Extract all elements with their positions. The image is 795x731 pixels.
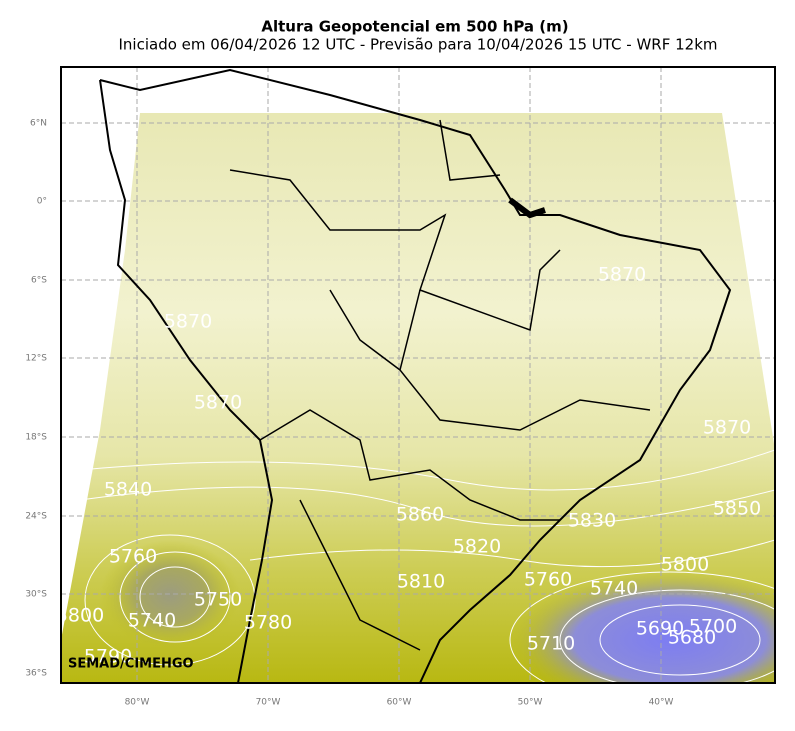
- lon-label: 80°W: [125, 698, 150, 708]
- contour-label: 5850: [713, 498, 761, 520]
- contour-label: 5870: [194, 392, 242, 414]
- contour-label: 5750: [194, 589, 242, 611]
- contour-label: 5800: [661, 554, 709, 576]
- contour-label: 5780: [244, 612, 292, 634]
- contour-label: 5690: [636, 618, 684, 640]
- contour-label: 5710: [527, 633, 575, 655]
- title: Altura Geopotencial em 500 hPa (m): [261, 18, 568, 36]
- lon-label: 70°W: [256, 698, 281, 708]
- contour-label: 5830: [568, 510, 616, 532]
- map-frame: [60, 66, 776, 684]
- lat-label: 30°S: [25, 590, 47, 600]
- lat-label: 0°: [37, 197, 47, 207]
- lat-label: 6°N: [30, 119, 47, 129]
- low-center: [510, 570, 775, 683]
- lat-labels: 6°N 0° 6°S 12°S 18°S 24°S 30°S 36°S: [25, 119, 47, 679]
- contour-label: 5840: [104, 479, 152, 501]
- borders: [229, 119, 651, 651]
- lon-label: 60°W: [387, 698, 412, 708]
- contour-label: 5790: [84, 646, 132, 668]
- contour-label: 5700: [689, 616, 737, 638]
- low-center: [100, 540, 240, 650]
- credit: SEMAD/CIMEHGO: [68, 657, 194, 672]
- contour-label: 5740: [590, 578, 638, 600]
- contour-label: 5870: [703, 417, 751, 439]
- lon-label: 50°W: [518, 698, 543, 708]
- coastline: [99, 68, 732, 683]
- contour-label: 5760: [109, 546, 157, 568]
- contour-label: 5860: [396, 504, 444, 526]
- lat-label: 36°S: [25, 669, 47, 679]
- contour-label: 5740: [128, 610, 176, 632]
- contours: [79, 449, 775, 683]
- contour-label: 5760: [524, 569, 572, 591]
- contour-label: 5820: [453, 536, 501, 558]
- contour-label: 5800: [56, 605, 104, 627]
- lat-label: 24°S: [25, 512, 47, 522]
- lat-label: 6°S: [31, 276, 47, 286]
- field-shading: [61, 113, 775, 683]
- contour-label: 5870: [164, 311, 212, 333]
- contour-label: 5680: [668, 627, 716, 649]
- lat-label: 18°S: [25, 433, 47, 443]
- subtitle: Iniciado em 06/04/2026 12 UTC - Previsão…: [118, 36, 717, 54]
- map-area: 5870 5870 5870 5870 5840 5850 5860 5830 …: [56, 67, 775, 683]
- contour-labels: 5870 5870 5870 5870 5840 5850 5860 5830 …: [56, 264, 761, 668]
- graticule: [61, 67, 775, 683]
- contour-label: 5810: [397, 571, 445, 593]
- lat-label: 12°S: [25, 354, 47, 364]
- contour-label: 5870: [598, 264, 646, 286]
- lon-label: 40°W: [649, 698, 674, 708]
- lon-labels: 80°W 70°W 60°W 50°W 40°W: [125, 698, 674, 708]
